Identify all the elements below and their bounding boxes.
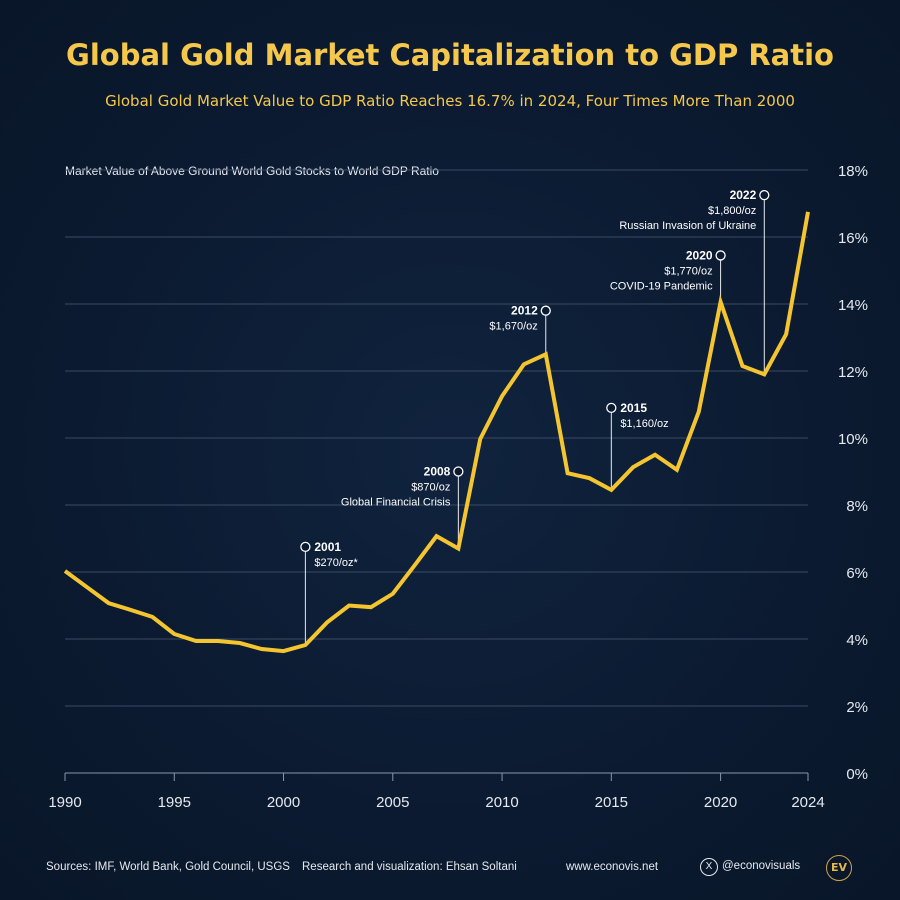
credit: Research and visualization: Ehsan Soltan… [302,861,517,873]
y-tick-label: 8% [846,498,868,515]
y-tick-label: 6% [846,565,868,582]
annotation-marker [715,250,726,261]
y-tick-label: 18% [838,163,868,180]
y-tick-label: 12% [838,364,868,381]
social-text: @econovisuals [722,860,801,872]
annotation-marker [540,305,551,316]
y-tick-label: 2% [846,699,868,716]
sources: Sources: IMF, World Bank, Gold Council, … [46,861,290,873]
x-tick-label: 2020 [704,794,737,811]
social-handle[interactable]: X @econovisuals [700,858,800,876]
x-tick-label: 2005 [376,794,409,811]
x-tick-label: 2015 [595,794,628,811]
y-tick-label: 10% [838,431,868,448]
annotation-marker [606,402,617,414]
annotation-price: $1,800/oz [708,205,756,217]
x-tick-label: 1995 [158,794,191,811]
annotation-price: $1,670/oz [489,321,537,333]
y-tick-label: 4% [846,632,868,649]
series-line [63,211,810,654]
annotation-event: COVID-19 Pandemic [610,280,713,292]
logo: EV [826,855,852,881]
annotation-marker [759,189,770,201]
page-title: Global Gold Market Capitalization to GDP… [66,38,834,72]
x-icon: X [700,858,718,876]
annotation-price: $1,770/oz [664,265,712,277]
annotation-year: 2008 [424,465,451,479]
website-link[interactable]: www.econovis.net [566,861,659,873]
x-tick-label: 2000 [267,794,300,811]
x-tick-label: 2010 [485,794,518,811]
subtitle: Global Gold Market Value to GDP Ratio Re… [105,92,795,110]
y-tick-label: 16% [838,230,868,247]
x-tick-label: 2024 [791,794,824,811]
y-tick-label: 14% [838,297,868,314]
annotation-year: 2015 [620,401,647,415]
annotation-price: $270/oz* [314,557,358,569]
x-tick-label: 1990 [48,794,81,811]
annotation-year: 2001 [314,540,341,554]
annotation-event: Global Financial Crisis [341,497,451,509]
chart-title: Market Value of Above Ground World Gold … [65,164,439,178]
annotation-marker [453,466,464,477]
annotation-marker [300,541,311,553]
annotation-year: 2012 [511,304,538,318]
annotation-year: 2020 [686,248,713,262]
annotation-price: $870/oz [411,482,450,494]
annotation-price: $1,160/oz [620,418,668,430]
annotation-event: Russian Invasion of Ukraine [619,220,756,232]
y-tick-label: 0% [846,766,868,783]
annotation-year: 2022 [730,188,757,202]
